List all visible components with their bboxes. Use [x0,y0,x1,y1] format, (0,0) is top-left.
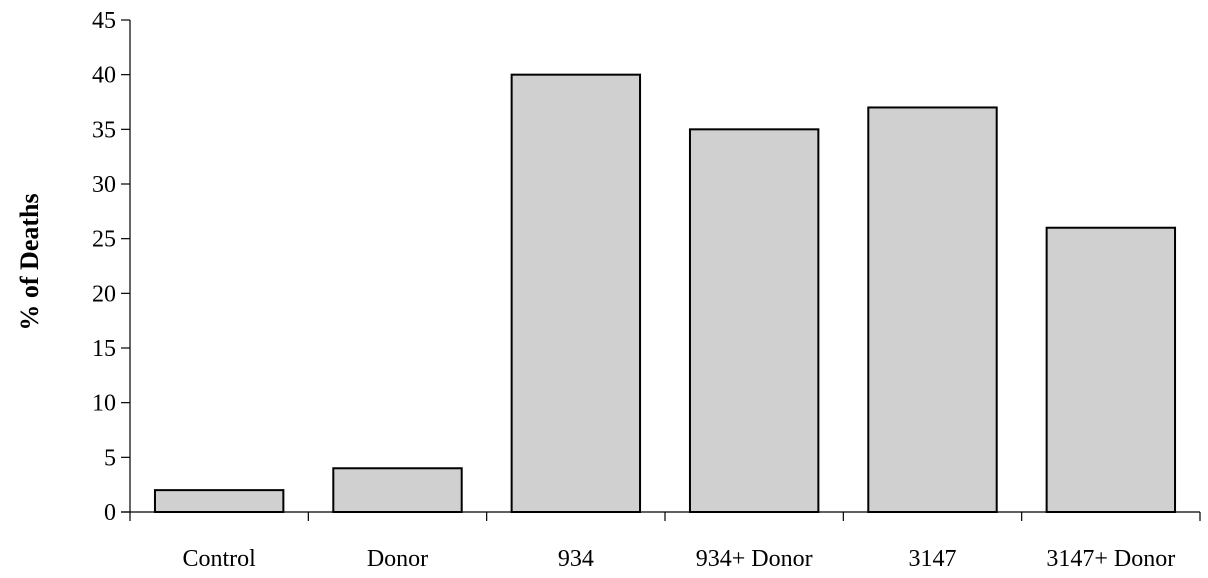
x-tick-label: Donor [367,546,428,572]
y-tick-label: 35 [92,117,116,143]
x-tick-label: 3147 [909,546,957,572]
y-tick-label: 20 [92,281,116,307]
x-tick-label: 3147+ Donor [1046,546,1175,572]
x-tick-label: Control [182,546,256,572]
bar-donor [332,467,463,513]
y-tick-label: 40 [92,63,116,89]
x-axis: Control Donor 934 934+ Donor 3147 3147+ Donor [121,511,1201,572]
y-axis: 0 5 10 15 20 25 30 35 40 45 [92,8,131,526]
y-tick-label: 45 [92,8,116,34]
x-tick-label: 934 [558,546,594,572]
bar-control [153,489,285,513]
y-tick-label: 0 [104,500,116,526]
x-tick-label: 934+ Donor [696,546,813,572]
y-tick-label: 25 [92,227,116,253]
bar-3147 [867,106,998,513]
bar-934-donor [688,128,820,513]
y-tick-label: 10 [92,391,116,417]
y-axis-label: % of Deaths [15,193,44,330]
bar-934 [510,73,642,514]
y-tick-label: 30 [92,172,116,198]
y-tick-label: 5 [104,445,116,471]
bars [153,73,1177,514]
y-tick-label: 15 [92,336,116,362]
bar-3147-donor [1045,226,1177,513]
